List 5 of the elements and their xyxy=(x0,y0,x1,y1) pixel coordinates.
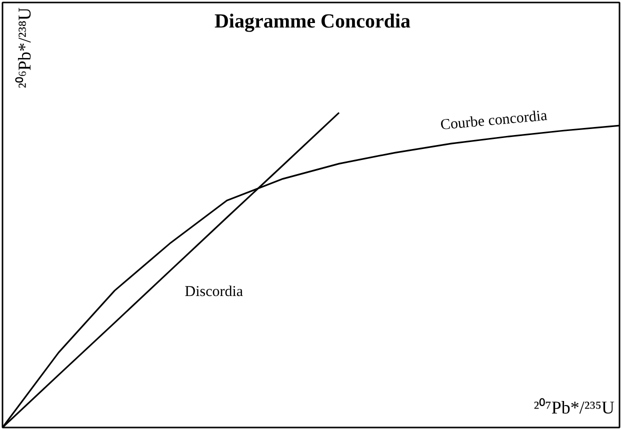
series-label: Discordia xyxy=(184,284,244,300)
chart-title: Diagramme Concordia xyxy=(214,10,411,32)
x-axis-title: ²⁰⁷Pb*/²³⁵U xyxy=(534,398,615,418)
y-axis-title: ²⁰⁶Pb*/²³⁸U xyxy=(14,7,34,88)
text: Courbe concordia xyxy=(440,108,548,134)
